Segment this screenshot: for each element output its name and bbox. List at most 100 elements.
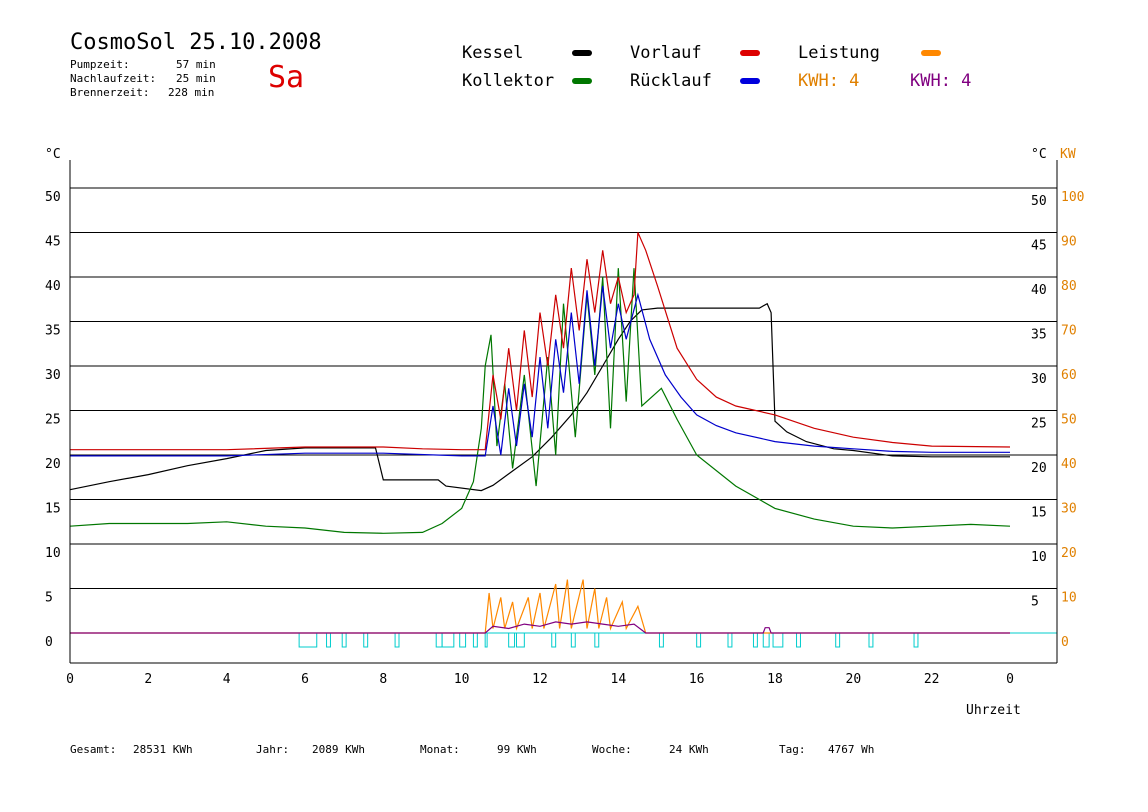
y-tick-right2-20: 20 — [1061, 546, 1077, 561]
legend-leistung-swatch — [921, 50, 941, 56]
y-tick-left-0: 0 — [45, 635, 53, 650]
y-tick-left-15: 15 — [45, 502, 61, 517]
y-tick-right2-70: 70 — [1061, 324, 1077, 339]
pump-period-3 — [363, 632, 369, 648]
legend-kessel: Kessel — [462, 43, 524, 63]
monat-label: Monat: — [420, 743, 460, 756]
legend-kessel-swatch — [572, 50, 592, 56]
pump-period-20 — [772, 632, 784, 648]
y-tick-right2-60: 60 — [1061, 368, 1077, 383]
legend-ruecklauf-swatch — [740, 78, 760, 84]
nachlaufzeit-value: 25 min — [176, 72, 216, 85]
pump-period-2 — [341, 632, 347, 648]
x-tick-11: 22 — [924, 672, 940, 687]
pump-period-16 — [696, 632, 702, 648]
series-vorlauf — [70, 232, 1011, 451]
pump-period-15 — [658, 632, 664, 648]
pump-period-24 — [913, 632, 919, 648]
x-tick-10: 20 — [846, 672, 862, 687]
x-tick-4: 8 — [379, 672, 387, 687]
y-tick-left-35: 35 — [45, 324, 61, 339]
y-tick-right-50: 50 — [1031, 194, 1047, 209]
y-tick-right-45: 45 — [1031, 239, 1047, 254]
y-tick-left-20: 20 — [45, 457, 61, 472]
legend-kwh-purple: KWH: 4 — [910, 71, 972, 91]
woche-value: 24 KWh — [669, 743, 709, 756]
weekday-label: Sa — [268, 60, 305, 95]
legend-kwh-orange: KWH: 4 — [798, 71, 860, 91]
legend-kollektor: Kollektor — [462, 71, 555, 91]
gesamt-value: 28531 KWh — [133, 743, 193, 756]
y-tick-right2-50: 50 — [1061, 413, 1077, 428]
y-tick-right2-100: 100 — [1061, 190, 1084, 205]
tag-value: 4767 Wh — [828, 743, 875, 756]
y-tick-right2-10: 10 — [1061, 591, 1077, 606]
pump-period-17 — [727, 632, 733, 648]
jahr-value: 2089 KWh — [312, 743, 365, 756]
pump-period-23 — [868, 632, 874, 648]
legend-ruecklauf: Rücklauf — [630, 71, 712, 91]
y-tick-right-10: 10 — [1031, 550, 1047, 565]
pump-period-7 — [459, 632, 467, 648]
legend-vorlauf: Vorlauf — [630, 43, 702, 63]
y-axis-right-unit: °C — [1031, 147, 1047, 162]
series-ruecklauf — [70, 285, 1010, 457]
y-tick-right-5: 5 — [1031, 595, 1039, 610]
pumpzeit-label: Pumpzeit: — [70, 58, 130, 71]
y-tick-right2-30: 30 — [1061, 502, 1077, 517]
x-tick-7: 14 — [611, 672, 627, 687]
y-tick-right-20: 20 — [1031, 461, 1047, 476]
x-tick-2: 4 — [223, 672, 231, 687]
y-tick-right2-0: 0 — [1061, 635, 1069, 650]
y-axis-left-unit: °C — [45, 147, 61, 162]
x-tick-6: 12 — [532, 672, 548, 687]
x-axis-label: Uhrzeit — [966, 703, 1021, 718]
y-tick-left-50: 50 — [45, 190, 61, 205]
pump-period-4 — [394, 632, 400, 648]
pump-period-6 — [441, 632, 455, 648]
x-tick-3: 6 — [301, 672, 309, 687]
y-tick-left-30: 30 — [45, 368, 61, 383]
series-kessel — [69, 302, 1010, 492]
pump-period-12 — [551, 632, 557, 648]
x-tick-9: 18 — [767, 672, 783, 687]
jahr-label: Jahr: — [256, 743, 290, 756]
series-kwh — [70, 621, 1010, 634]
brennerzeit-label: Brennerzeit: — [70, 86, 150, 99]
y-tick-right-30: 30 — [1031, 372, 1047, 387]
pump-period-13 — [570, 632, 576, 648]
chart-title: CosmoSol 25.10.2008 — [70, 30, 322, 55]
y-tick-left-5: 5 — [45, 591, 53, 606]
y-tick-left-10: 10 — [45, 546, 61, 561]
y-tick-right2-80: 80 — [1061, 279, 1077, 294]
nachlaufzeit-label: Nachlaufzeit: — [70, 72, 157, 85]
x-tick-8: 16 — [689, 672, 705, 687]
pump-period-19 — [762, 632, 770, 648]
y-tick-right-15: 15 — [1031, 506, 1047, 521]
gesamt-label: Gesamt: — [70, 743, 117, 756]
pump-period-21 — [796, 632, 801, 648]
y-tick-right-25: 25 — [1031, 417, 1047, 432]
brennerzeit-value: 228 min — [168, 86, 215, 99]
pump-period-11 — [516, 632, 525, 648]
y-axis-right2-unit: KW — [1060, 147, 1076, 162]
series-kollektor — [69, 268, 1011, 534]
legend-vorlauf-swatch — [740, 50, 760, 56]
x-tick-12: 0 — [1006, 672, 1014, 687]
pump-period-0 — [298, 632, 318, 648]
x-tick-1: 2 — [144, 672, 152, 687]
y-tick-left-25: 25 — [45, 413, 61, 428]
y-tick-right2-90: 90 — [1061, 235, 1077, 250]
tag-label: Tag: — [779, 743, 806, 756]
series-leistung — [70, 579, 1010, 634]
pump-period-5 — [435, 632, 443, 648]
pump-period-22 — [835, 632, 841, 648]
y-tick-left-40: 40 — [45, 279, 61, 294]
pump-period-8 — [472, 632, 478, 648]
pump-period-10 — [508, 632, 516, 648]
pump-period-18 — [752, 632, 758, 648]
y-tick-right2-40: 40 — [1061, 457, 1077, 472]
y-tick-right-35: 35 — [1031, 328, 1047, 343]
y-tick-right-40: 40 — [1031, 283, 1047, 298]
